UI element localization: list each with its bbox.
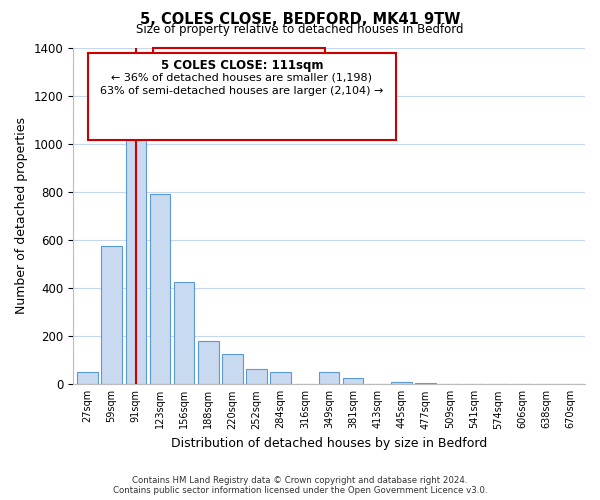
Bar (343, 378, 364, 384)
Bar (198, 341, 218, 384)
Bar (247, 368, 267, 384)
Text: 5 COLES CLOSE: 111sqm: 5 COLES CLOSE: 111sqm (161, 60, 323, 72)
Text: Size of property relative to detached houses in Bedford: Size of property relative to detached ho… (136, 22, 464, 36)
Bar (150, 194, 170, 384)
Bar (174, 282, 194, 384)
Text: 5, COLES CLOSE, BEDFORD, MK41 9TW: 5, COLES CLOSE, BEDFORD, MK41 9TW (140, 12, 460, 26)
Text: ← 36% of detached houses are smaller (1,198): ← 36% of detached houses are smaller (1,… (112, 73, 373, 83)
Text: 63% of semi-detached houses are larger (2,104) →: 63% of semi-detached houses are larger (… (100, 86, 383, 96)
FancyBboxPatch shape (88, 52, 395, 140)
X-axis label: Distribution of detached houses by size in Bedford: Distribution of detached houses by size … (171, 437, 487, 450)
Bar (101, 246, 122, 384)
Text: Contains HM Land Registry data © Crown copyright and database right 2024.
Contai: Contains HM Land Registry data © Crown c… (113, 476, 487, 495)
Bar (391, 382, 412, 384)
Text: 5 COLES CLOSE: 111sqm: 5 COLES CLOSE: 111sqm (158, 52, 320, 66)
Bar (77, 372, 98, 384)
Y-axis label: Number of detached properties: Number of detached properties (15, 118, 28, 314)
Bar (319, 372, 339, 384)
Bar (222, 354, 242, 384)
Bar (415, 383, 436, 384)
Bar (271, 372, 291, 384)
Bar (125, 134, 146, 384)
